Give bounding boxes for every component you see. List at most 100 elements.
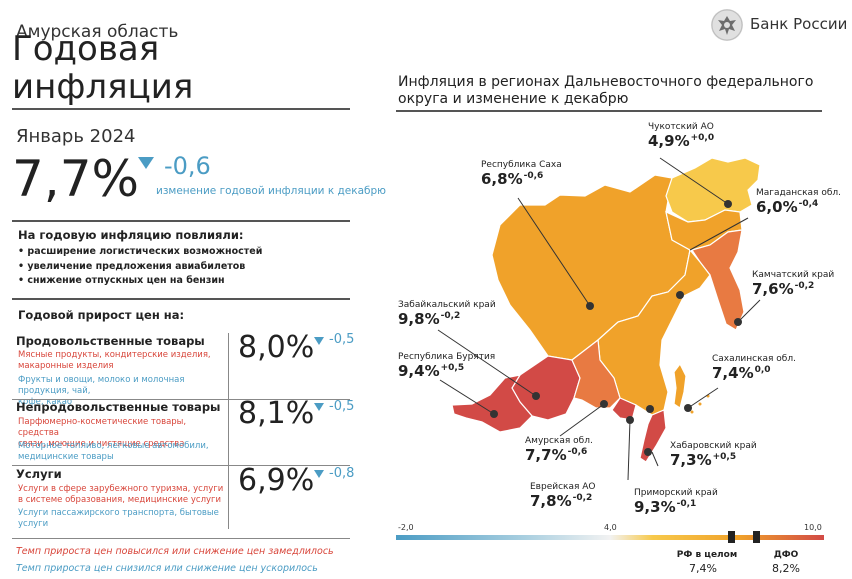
category-red-items: Мясные продукты, кондитерские изделия, м… bbox=[18, 350, 228, 372]
map-title-divider bbox=[396, 110, 822, 112]
buryatia-marker-icon bbox=[490, 410, 498, 418]
scale-mid-label: 4,0 bbox=[604, 523, 617, 532]
column-divider bbox=[228, 333, 229, 529]
region-name: Камчатский край bbox=[752, 270, 835, 280]
section-divider bbox=[12, 220, 350, 222]
region-khabarovsk[interactable] bbox=[597, 248, 711, 416]
region-value: 7,8%-0,2 bbox=[530, 492, 593, 510]
region-name: Приморский край bbox=[634, 488, 718, 498]
title-divider bbox=[12, 108, 350, 110]
rf-value: 7,4% bbox=[689, 562, 717, 575]
leader-line bbox=[687, 387, 719, 409]
category-blue-line: Фрукты и овощи, молоко и молочная продук… bbox=[18, 375, 185, 396]
region-value: 9,8%-0,2 bbox=[398, 310, 461, 328]
region-amur[interactable] bbox=[571, 338, 621, 409]
category-name-food: Продовольственные товары bbox=[16, 334, 205, 348]
dfo-value: 8,2% bbox=[772, 562, 800, 575]
region-name: Магаданская обл. bbox=[756, 188, 841, 198]
decrease-triangle-icon bbox=[314, 337, 324, 345]
label-kamchatka: Камчатский край 7,6%-0,2 bbox=[752, 270, 834, 298]
leader-line bbox=[517, 197, 591, 307]
page-title-line2: инфляция bbox=[12, 67, 194, 107]
region-kamchatka[interactable] bbox=[691, 229, 745, 331]
region-value: 6,8%-0,6 bbox=[481, 170, 544, 188]
category-red-line: Парфюмерно-косметические товары, средств… bbox=[18, 417, 187, 438]
region-value: 7,3%+0,5 bbox=[670, 451, 737, 469]
label-sakha: Республика Саха 6,8%-0,6 bbox=[481, 160, 562, 188]
label-sakhalin: Сахалинская обл. 7,4%0,0 bbox=[712, 354, 796, 382]
category-name-services: Услуги bbox=[16, 467, 62, 481]
label-buryatia: Республика Бурятия 9,4%+0,5 bbox=[398, 352, 495, 380]
map-title: Инфляция в регионах Дальневосточного фед… bbox=[398, 74, 828, 108]
category-divider bbox=[12, 399, 350, 400]
scale-max-label: 10,0 bbox=[804, 523, 822, 532]
category-blue-items: Услуги пассажирского транспорта, бытовые… bbox=[18, 508, 238, 530]
inflation-change-caption: изменение годовой инфляции к декабрю bbox=[156, 185, 386, 197]
label-amur: Амурская обл. 7,7%-0,6 bbox=[525, 436, 593, 464]
category-red-line: Услуги в сфере зарубежного туризма, услу… bbox=[18, 484, 224, 494]
legend-divider bbox=[12, 538, 350, 539]
region-name: Забайкальский край bbox=[398, 300, 496, 310]
kuril-island bbox=[690, 410, 694, 414]
bank-name: Банк России bbox=[750, 15, 848, 33]
label-magadan: Магаданская обл. 6,0%-0,4 bbox=[756, 188, 841, 216]
region-value: 4,9%+0,0 bbox=[648, 132, 715, 150]
leader-line bbox=[689, 217, 749, 251]
rf-marker bbox=[728, 531, 735, 543]
leader-line bbox=[559, 403, 605, 437]
region-buryatia[interactable] bbox=[451, 374, 533, 433]
factor-item: снижение отпускных цен на бензин bbox=[18, 275, 224, 286]
factor-item: увеличение предложения авиабилетов bbox=[18, 261, 245, 272]
region-name: Амурская обл. bbox=[525, 436, 593, 446]
legend-red: Темп прироста цен повысился или снижение… bbox=[16, 546, 334, 557]
sakha-marker-icon bbox=[586, 302, 594, 310]
decrease-triangle-icon bbox=[314, 470, 324, 478]
category-red-line: Мясные продукты, кондитерские изделия, bbox=[18, 350, 211, 360]
eagle-emblem-icon bbox=[711, 9, 743, 41]
region-name: Хабаровский край bbox=[670, 441, 757, 451]
category-blue-items: Моторное топливо, легковые автомобили, м… bbox=[18, 441, 238, 463]
leader-line bbox=[439, 379, 495, 415]
region-sakhalin[interactable] bbox=[673, 362, 687, 409]
leader-line bbox=[659, 157, 729, 205]
category-red-items: Парфюмерно-косметические товары, средств… bbox=[18, 417, 228, 450]
region-jewish[interactable] bbox=[611, 397, 637, 421]
region-value: 6,0%-0,4 bbox=[756, 198, 819, 216]
category-blue-line: кофе, какао bbox=[18, 397, 73, 407]
region-name: Амурская область bbox=[16, 22, 179, 42]
label-primorye: Приморский край 9,3%-0,1 bbox=[634, 488, 718, 516]
label-jewish: Еврейская АО 7,8%-0,2 bbox=[530, 482, 596, 510]
category-change-food: -0,5 bbox=[329, 332, 355, 347]
legend-blue: Темп прироста цен снизился или снижение … bbox=[16, 563, 318, 574]
period-label: Январь 2024 bbox=[16, 126, 136, 147]
category-red-line: макаронные изделия bbox=[18, 361, 114, 371]
leader-line bbox=[627, 419, 631, 481]
category-red-line: в системе образования, медицинские услуг… bbox=[18, 495, 222, 505]
region-name: Республика Саха bbox=[481, 160, 562, 170]
magadan-marker-icon bbox=[676, 291, 684, 299]
region-chukotka[interactable] bbox=[665, 157, 761, 223]
category-value-services: 6,9% bbox=[238, 463, 315, 498]
category-change-services: -0,8 bbox=[329, 466, 355, 481]
category-value-nonfood: 8,1% bbox=[238, 396, 315, 431]
category-change-nonfood: -0,5 bbox=[329, 399, 355, 414]
region-value: 7,4%0,0 bbox=[712, 364, 771, 382]
inflation-change: -0,6 bbox=[164, 152, 211, 180]
region-name: Республика Бурятия bbox=[398, 352, 496, 362]
kuril-island bbox=[698, 402, 702, 406]
label-chukotka: Чукотский АО 4,9%+0,0 bbox=[648, 122, 714, 150]
dfo-marker bbox=[753, 531, 760, 543]
factor-item: расширение логистических возможностей bbox=[18, 246, 262, 257]
decrease-triangle-icon bbox=[314, 403, 324, 411]
region-value: 7,7%-0,6 bbox=[525, 446, 588, 464]
leader-line bbox=[651, 451, 659, 467]
color-scale-bar bbox=[396, 535, 824, 540]
page-title-line1: Годовая bbox=[12, 29, 160, 69]
growth-title: Годовой прирост цен на: bbox=[18, 308, 185, 322]
region-value: 7,6%-0,2 bbox=[752, 280, 815, 298]
chukotka-marker-icon bbox=[724, 200, 732, 208]
factors-title: На годовую инфляцию повлияли: bbox=[18, 228, 244, 242]
page-title: Годовая инфляция bbox=[12, 30, 193, 106]
primorye-marker-icon bbox=[644, 448, 652, 456]
map-title-line1: Инфляция в регионах Дальневосточного фед… bbox=[398, 74, 814, 90]
